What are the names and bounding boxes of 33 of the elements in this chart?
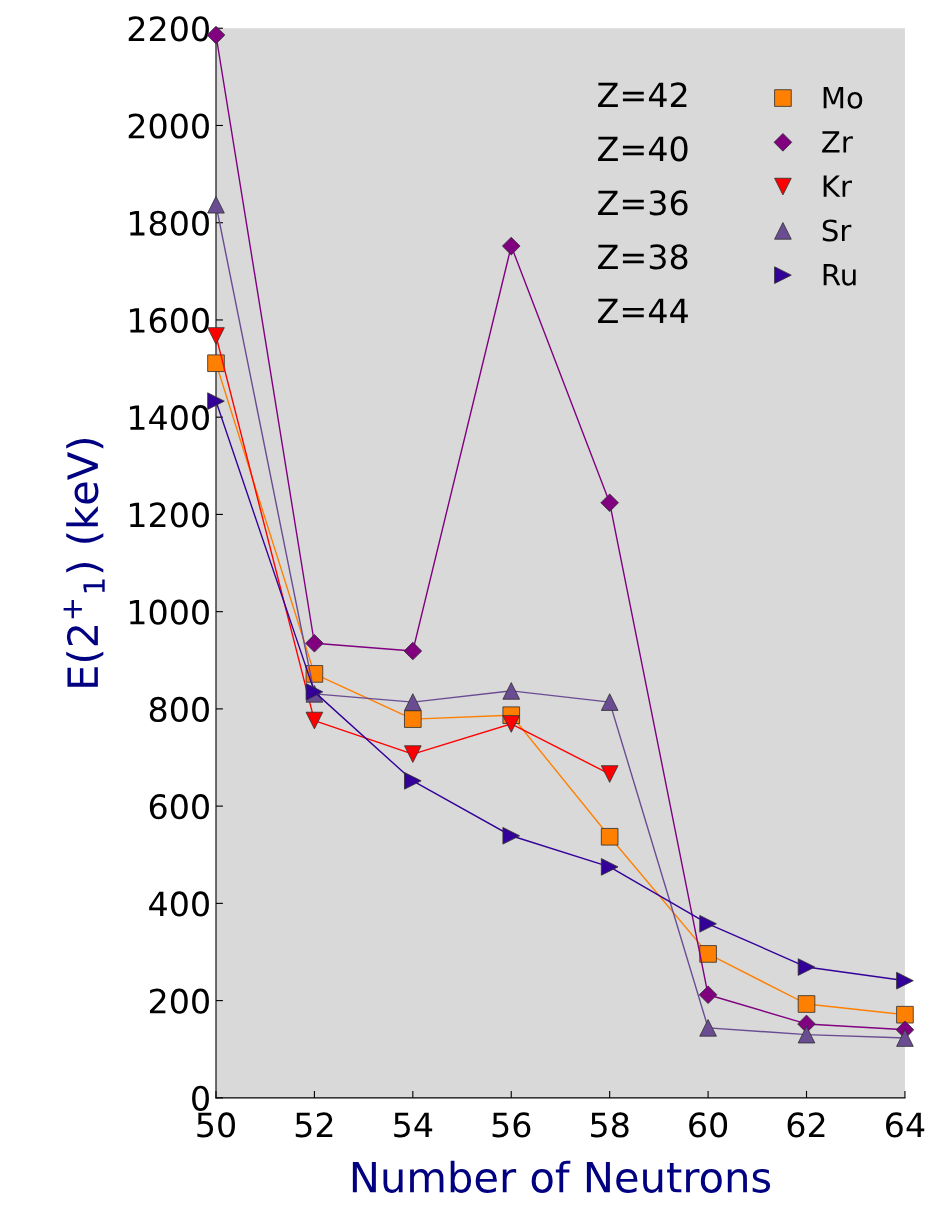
y-tick-label: 400 (149, 891, 209, 917)
x-axis-title: Number of Neutrons (352, 1160, 771, 1193)
x-tick-label: 52 (295, 1112, 333, 1138)
x-tick-label: 60 (689, 1112, 728, 1138)
legend-label: Sr (822, 219, 852, 242)
y-tick-label: 1800 (129, 210, 209, 236)
y-tick-label: 1000 (129, 599, 209, 625)
y-tick-label: 800 (149, 696, 209, 723)
x-tick-label: 62 (787, 1112, 825, 1138)
annotation: Z=42 (598, 82, 687, 107)
x-tick-label: 54 (394, 1112, 433, 1138)
x-tick-label: 58 (591, 1112, 629, 1138)
y-tick-label: 1600 (129, 307, 209, 334)
y-tick-label: 2200 (128, 16, 209, 42)
y-tick-label: 1200 (129, 502, 209, 528)
y-tick-label: 1400 (129, 405, 209, 431)
legend-label: Zr (822, 131, 853, 153)
annotation: Z=38 (598, 244, 688, 270)
legend-label: Kr (823, 175, 852, 197)
y-tick-label: 600 (149, 794, 209, 820)
annotation: Z=40 (598, 136, 688, 162)
y-tick-label: 0 (192, 1085, 209, 1111)
annotation: Z=36 (598, 190, 688, 216)
point (305, 711, 324, 730)
annotation: Z=44 (598, 298, 688, 324)
legend-label: Ru (823, 264, 856, 286)
x-tick-label: 64 (886, 1112, 925, 1138)
x-tick-label: 50 (197, 1112, 235, 1138)
y-tick-label: 200 (149, 988, 209, 1014)
y-axis-title: E(2$^{+}$$_{1}$) (keV) (63, 439, 105, 687)
y-tick-label: 2000 (128, 113, 209, 139)
x-tick-label: 56 (492, 1112, 531, 1138)
legend-label: Mo (823, 86, 863, 109)
